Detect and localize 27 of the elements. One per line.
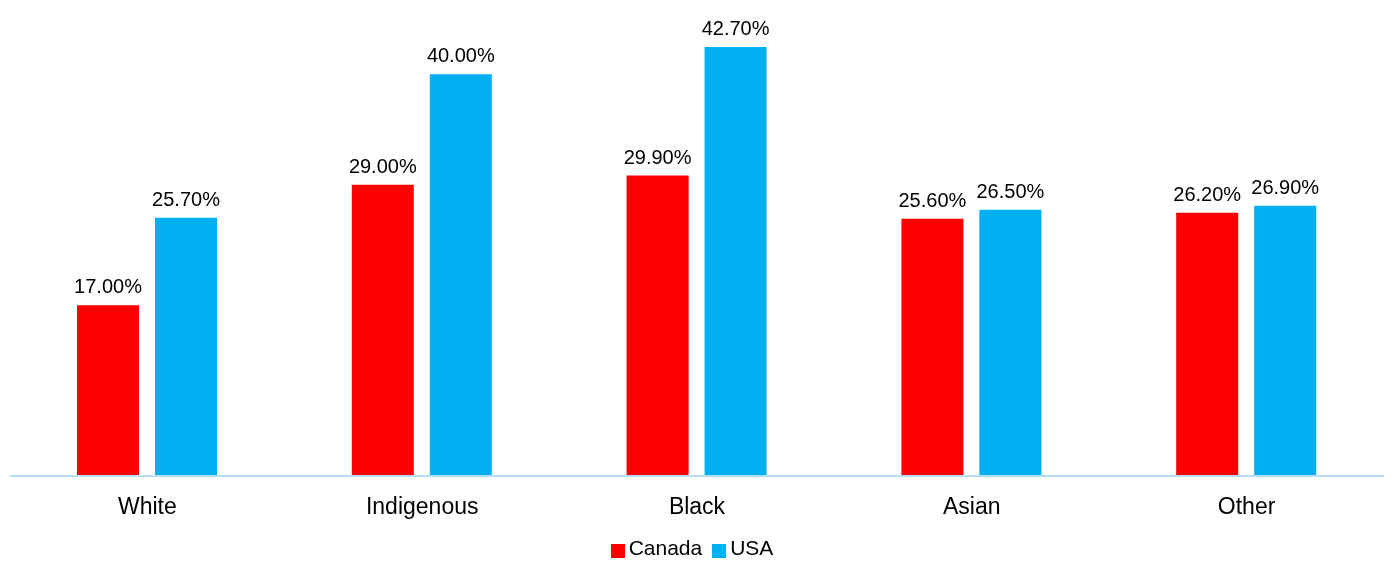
data-label: 25.60% [898,188,967,211]
bar [901,218,964,476]
data-label: 26.90% [1251,175,1320,198]
data-label: 26.50% [976,179,1045,202]
bar [77,305,139,476]
bar [626,175,689,476]
data-label: 25.70% [152,187,221,210]
data-label: 17.00% [74,275,143,298]
legend-label: USA [730,536,774,559]
x-tick-label: Other [1217,493,1276,520]
legend-label: Canada [628,536,703,559]
data-label: 26.20% [1173,182,1242,205]
bar [1176,212,1239,476]
bar [979,209,1042,476]
x-tick-label: White [118,493,177,520]
data-label: 29.00% [348,154,417,177]
data-label: 29.90% [623,145,692,168]
bar [1254,205,1317,476]
bar [704,47,767,476]
data-label: 42.70% [701,17,770,39]
x-tick-label: Black [668,493,726,520]
bar [155,217,217,476]
x-tick-label: Asian [943,493,1001,520]
data-label: 40.00% [426,44,495,67]
bar [351,184,414,476]
bar [429,74,492,476]
x-tick-label: Indigenous [365,493,479,520]
